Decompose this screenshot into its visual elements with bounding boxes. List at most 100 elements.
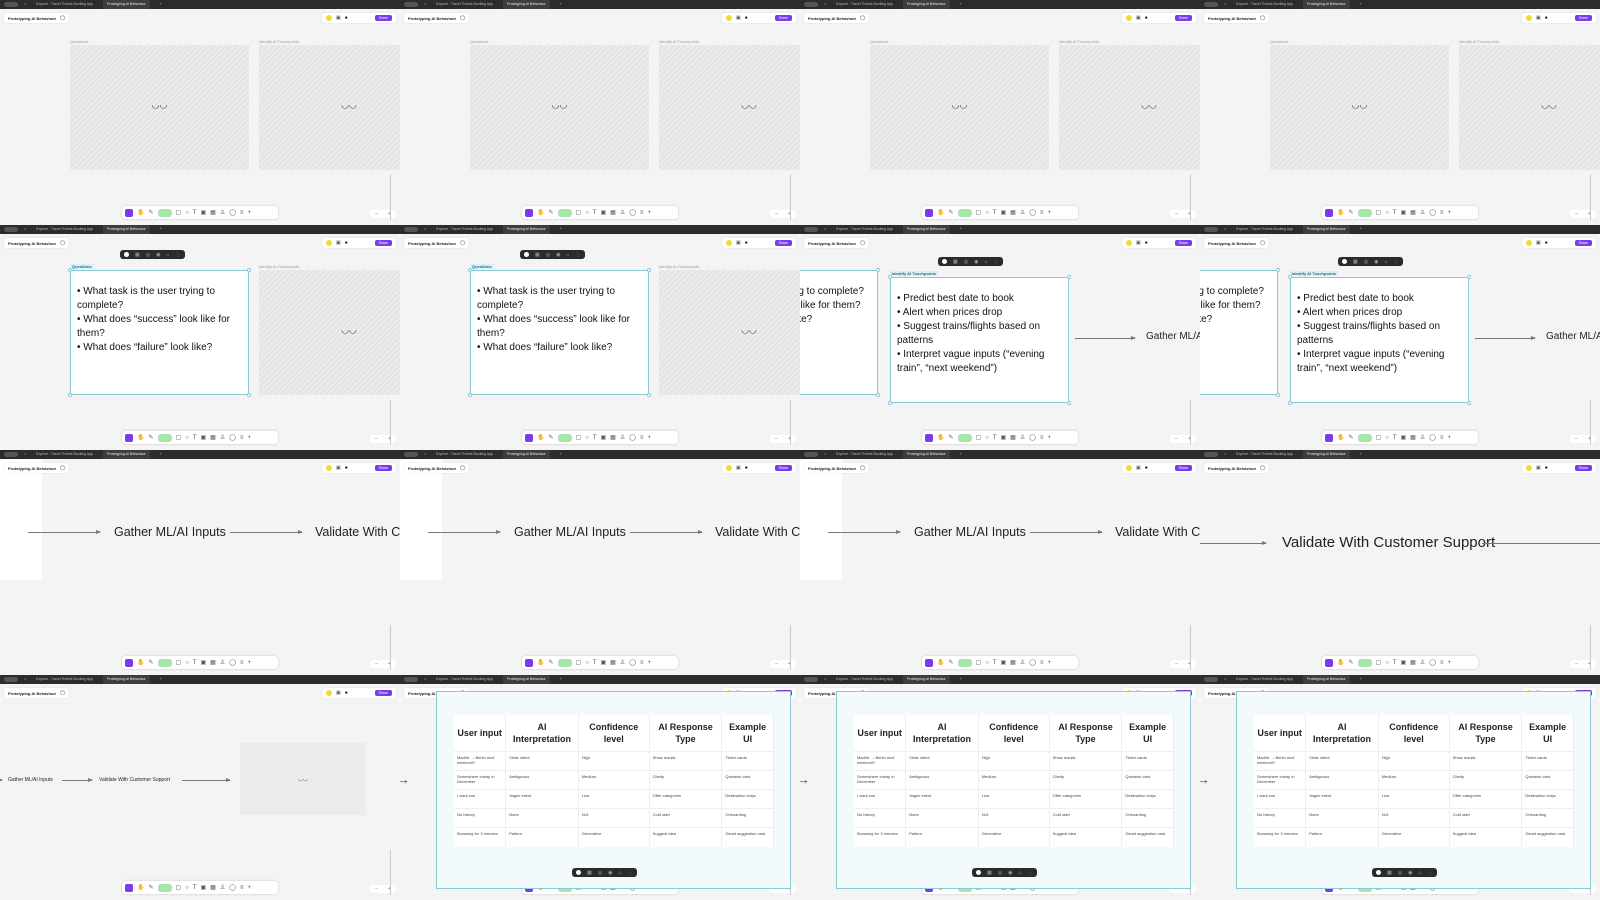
tab-explore[interactable]: Explore - Travel Tickets Booking App bbox=[36, 227, 94, 231]
tab-prototyping[interactable]: Prototyping AI Behaviour bbox=[103, 0, 150, 9]
more-icon[interactable]: ⋮ bbox=[993, 258, 999, 265]
touchpoints-frame[interactable]: ◡◡ bbox=[259, 270, 400, 395]
move-tool-icon[interactable] bbox=[525, 208, 533, 217]
ellipse-icon[interactable]: ○ bbox=[985, 659, 989, 666]
grid-icon[interactable]: ≡ bbox=[1039, 659, 1044, 666]
circle-icon[interactable]: ◯ bbox=[1029, 210, 1036, 216]
text-icon[interactable]: T bbox=[592, 434, 597, 441]
target-icon[interactable]: ◎ bbox=[545, 251, 551, 258]
text-icon[interactable]: T bbox=[192, 884, 197, 891]
file-menu[interactable]: Prototyping AI Behaviour▢ bbox=[4, 688, 69, 698]
new-tab-icon[interactable]: + bbox=[159, 227, 162, 231]
hand-tool-icon[interactable]: ✋ bbox=[537, 210, 545, 216]
zoom-out-icon[interactable]: − bbox=[1175, 886, 1178, 892]
tab-explore[interactable]: Explore - Travel Tickets Booking App bbox=[436, 2, 494, 6]
avatar[interactable] bbox=[326, 465, 332, 471]
marker-icon[interactable] bbox=[557, 658, 572, 667]
home-icon[interactable]: ⌂ bbox=[824, 2, 827, 6]
questions-card[interactable]: What task is the user trying to complete… bbox=[800, 270, 878, 395]
text-icon[interactable]: T bbox=[192, 209, 197, 216]
plus-icon[interactable]: + bbox=[1447, 209, 1451, 216]
questions-frame[interactable]: ◡◡ bbox=[470, 45, 649, 170]
grid-icon[interactable]: ≡ bbox=[239, 884, 244, 891]
zoom-out-icon[interactable]: − bbox=[775, 211, 778, 217]
frame-icon[interactable]: ▣ bbox=[1000, 210, 1007, 216]
rectangle-icon[interactable]: ▢ bbox=[1375, 435, 1382, 441]
table-icon[interactable]: ▦ bbox=[1410, 435, 1416, 441]
tab-prototyping[interactable]: Prototyping AI Behaviour bbox=[1303, 450, 1350, 459]
layout-icon[interactable]: ▦ bbox=[1387, 869, 1392, 876]
tab-prototyping[interactable]: Prototyping AI Behaviour bbox=[1303, 0, 1350, 9]
lock-icon[interactable]: ⌂ bbox=[1018, 869, 1022, 876]
more-icon[interactable]: ⋮ bbox=[1427, 869, 1433, 876]
collab-icon[interactable]: ● bbox=[1144, 240, 1148, 246]
layout-icon[interactable]: ▦ bbox=[1353, 258, 1358, 265]
circle-icon[interactable]: ◯ bbox=[1029, 660, 1036, 666]
fill-color-icon[interactable] bbox=[124, 252, 129, 257]
file-menu[interactable]: Prototyping AI Behaviour▢ bbox=[1204, 463, 1269, 473]
resize-handle[interactable] bbox=[468, 393, 472, 397]
new-tab-icon[interactable]: + bbox=[159, 452, 162, 456]
zoom-out-icon[interactable]: − bbox=[775, 436, 778, 442]
pen-icon[interactable]: ✎ bbox=[1348, 210, 1354, 216]
touchpoints-frame[interactable]: ◡◡ bbox=[659, 270, 800, 395]
home-icon[interactable]: ⌂ bbox=[424, 452, 427, 456]
zoom-in-icon[interactable]: + bbox=[1588, 661, 1591, 667]
file-menu[interactable]: Prototyping AI Behaviour▢ bbox=[804, 463, 869, 473]
target-icon[interactable]: ◎ bbox=[597, 869, 603, 876]
collab-icon[interactable]: ● bbox=[744, 15, 748, 21]
circle-icon[interactable]: ◯ bbox=[229, 885, 236, 891]
rectangle-icon[interactable]: ▢ bbox=[175, 210, 182, 216]
stamp-icon[interactable]: ♙ bbox=[219, 885, 226, 891]
table-icon[interactable]: ▦ bbox=[610, 435, 616, 441]
circle-icon[interactable]: ◯ bbox=[1429, 210, 1436, 216]
tab-prototyping[interactable]: Prototyping AI Behaviour bbox=[1303, 225, 1350, 234]
new-tab-icon[interactable]: + bbox=[159, 2, 162, 6]
resize-handle[interactable] bbox=[247, 393, 251, 397]
circle-icon[interactable]: ◯ bbox=[1029, 435, 1036, 441]
stamp-icon[interactable]: ♙ bbox=[219, 660, 226, 666]
collab-icon[interactable]: ● bbox=[344, 465, 348, 471]
zoom-in-icon[interactable]: + bbox=[788, 436, 791, 442]
pen-icon[interactable]: ✎ bbox=[1348, 435, 1354, 441]
tab-prototyping[interactable]: Prototyping AI Behaviour bbox=[103, 225, 150, 234]
zoom-in-icon[interactable]: + bbox=[1588, 886, 1591, 892]
ellipse-icon[interactable]: ○ bbox=[985, 209, 989, 216]
questions-frame[interactable]: ◡◡ bbox=[870, 45, 1049, 170]
stamp-icon[interactable]: ♙ bbox=[1019, 660, 1026, 666]
grid-icon[interactable]: ≡ bbox=[1039, 434, 1044, 441]
move-tool-icon[interactable] bbox=[125, 658, 133, 667]
frame-icon[interactable]: ▣ bbox=[200, 210, 207, 216]
present-icon[interactable]: ▣ bbox=[1136, 465, 1141, 471]
share-button[interactable]: Share bbox=[774, 465, 792, 471]
stamp-icon[interactable]: ♙ bbox=[1419, 435, 1426, 441]
table-icon[interactable]: ▦ bbox=[610, 660, 616, 666]
table-icon[interactable]: ▦ bbox=[210, 885, 216, 891]
stamp-icon[interactable]: ♙ bbox=[219, 210, 226, 216]
table-icon[interactable]: ▦ bbox=[210, 660, 216, 666]
layout-icon[interactable]: ▦ bbox=[535, 251, 540, 258]
window-controls[interactable] bbox=[804, 452, 818, 457]
collab-icon[interactable]: ● bbox=[744, 465, 748, 471]
collab-icon[interactable]: ● bbox=[1544, 240, 1548, 246]
stamp-icon[interactable]: ♙ bbox=[1419, 210, 1426, 216]
grid-icon[interactable]: ≡ bbox=[1439, 434, 1444, 441]
ellipse-icon[interactable]: ○ bbox=[185, 209, 189, 216]
more-icon[interactable]: ⋮ bbox=[175, 251, 181, 258]
grid-icon[interactable]: ≡ bbox=[1039, 209, 1044, 216]
present-icon[interactable]: ▣ bbox=[1536, 465, 1541, 471]
present-icon[interactable]: ▣ bbox=[1136, 240, 1141, 246]
zoom-out-icon[interactable]: − bbox=[1175, 661, 1178, 667]
more-icon[interactable]: ⋮ bbox=[1393, 258, 1399, 265]
stamp-icon[interactable]: ♙ bbox=[219, 435, 226, 441]
table-icon[interactable]: ▦ bbox=[210, 210, 216, 216]
present-icon[interactable]: ▣ bbox=[736, 240, 741, 246]
tab-prototyping[interactable]: Prototyping AI Behaviour bbox=[903, 0, 950, 9]
resize-handle[interactable] bbox=[876, 393, 880, 397]
new-tab-icon[interactable]: + bbox=[1359, 227, 1362, 231]
grid-icon[interactable]: ≡ bbox=[1439, 659, 1444, 666]
home-icon[interactable]: ⌂ bbox=[24, 452, 27, 456]
new-tab-icon[interactable]: + bbox=[559, 227, 562, 231]
home-icon[interactable]: ⌂ bbox=[424, 677, 427, 681]
hand-tool-icon[interactable]: ✋ bbox=[137, 210, 145, 216]
